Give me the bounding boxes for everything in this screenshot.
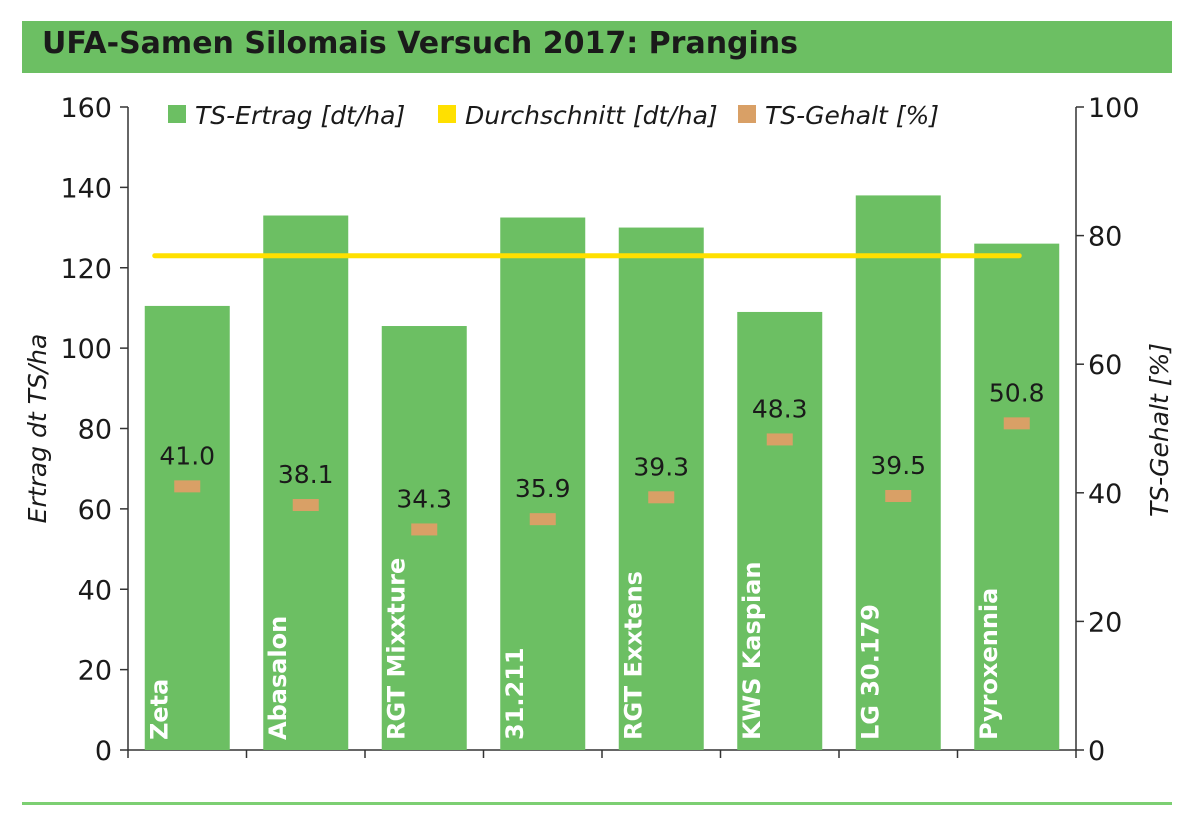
y-axis-title-left: Ertrag dt TS/ha <box>23 334 52 524</box>
y-tick-label-left: 160 <box>60 93 112 124</box>
ts-gehalt-label: 41.0 <box>159 441 215 470</box>
bar <box>618 227 704 750</box>
legend-swatch <box>168 105 186 123</box>
ts-gehalt-label: 50.8 <box>989 378 1045 407</box>
bottom-rule <box>22 802 1172 805</box>
chart-title: UFA-Samen Silomais Versuch 2017: Prangin… <box>42 26 799 61</box>
ts-gehalt-marker <box>174 480 201 493</box>
y-tick-label-left: 80 <box>78 415 112 446</box>
ts-gehalt-marker <box>529 513 556 526</box>
legend-label: TS-Gehalt [%] <box>765 101 939 130</box>
y-tick-label-left: 0 <box>95 736 112 767</box>
ts-gehalt-label: 38.1 <box>278 460 334 489</box>
category-label: 31.211 <box>501 647 529 740</box>
bar <box>263 215 349 751</box>
y-tick-label-left: 40 <box>78 575 112 606</box>
bar <box>500 217 586 750</box>
bar <box>737 311 823 750</box>
legend-label: Durchschnitt [dt/ha] <box>465 101 718 130</box>
bar <box>855 195 941 751</box>
ts-gehalt-label: 35.9 <box>515 474 571 503</box>
ts-gehalt-label: 34.3 <box>396 484 452 513</box>
category-label: Abasalon <box>264 616 292 740</box>
bar <box>381 326 467 750</box>
y-tick-label-right: 60 <box>1088 350 1122 381</box>
y-axis-title-right: TS-Gehalt [%] <box>1145 343 1174 517</box>
legend-label: TS-Ertrag [dt/ha] <box>195 101 405 130</box>
ts-gehalt-marker <box>292 499 319 512</box>
ts-gehalt-label: 48.3 <box>752 394 808 423</box>
ts-gehalt-marker <box>766 433 793 446</box>
y-tick-label-left: 60 <box>78 495 112 526</box>
category-label: KWS Kaspian <box>738 562 766 740</box>
ts-gehalt-label: 39.5 <box>870 451 926 480</box>
ts-gehalt-marker <box>885 490 912 503</box>
ts-gehalt-marker <box>648 491 675 504</box>
category-label: RGT Mixxture <box>382 558 410 740</box>
legend-swatch <box>738 105 756 123</box>
y-tick-label-left: 100 <box>60 334 112 365</box>
ts-gehalt-marker <box>1003 417 1030 430</box>
y-tick-label-left: 20 <box>78 656 112 687</box>
category-label: RGT Exxtens <box>619 571 647 740</box>
y-tick-label-right: 40 <box>1088 479 1122 510</box>
category-label: Pyroxennia <box>975 588 1003 740</box>
y-tick-label-right: 0 <box>1088 736 1105 767</box>
legend-swatch <box>438 105 456 123</box>
ts-gehalt-label: 39.3 <box>633 452 689 481</box>
bar <box>974 243 1060 750</box>
y-tick-label-left: 120 <box>60 254 112 285</box>
category-label: Zeta <box>145 679 173 740</box>
y-tick-label-right: 20 <box>1088 607 1122 638</box>
y-tick-label-right: 100 <box>1088 93 1140 124</box>
ts-gehalt-marker <box>411 523 438 536</box>
y-tick-label-right: 80 <box>1088 222 1122 253</box>
category-label: LG 30.179 <box>856 604 884 740</box>
bar <box>144 305 230 750</box>
y-tick-label-left: 140 <box>60 173 112 204</box>
title-bar: UFA-Samen Silomais Versuch 2017: Prangin… <box>22 21 1172 73</box>
